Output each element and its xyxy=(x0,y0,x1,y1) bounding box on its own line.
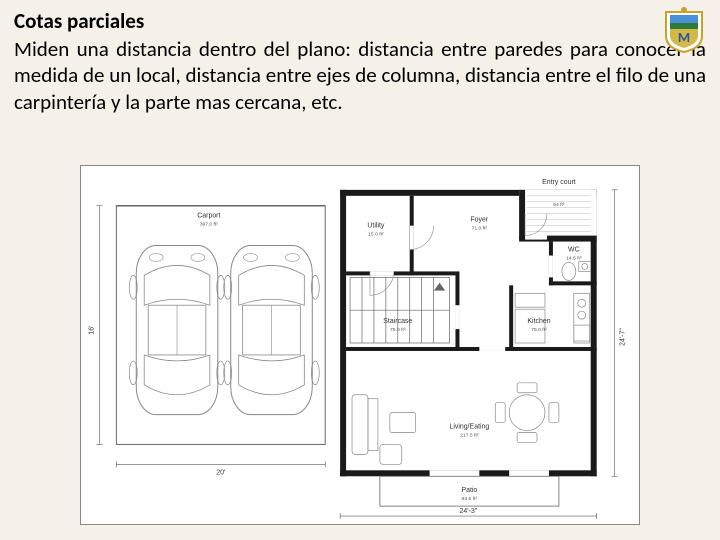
svg-text:M: M xyxy=(678,29,690,46)
svg-text:Patio: Patio xyxy=(461,487,477,494)
dimension-bottom: 24'-3" xyxy=(340,508,597,519)
dimension-left: 16' xyxy=(88,206,102,445)
svg-text:64 ft²: 64 ft² xyxy=(553,202,565,208)
crest-logo: M xyxy=(660,6,708,54)
svg-text:217.5 ft²: 217.5 ft² xyxy=(460,432,479,438)
svg-text:20': 20' xyxy=(216,469,225,476)
car-icon xyxy=(129,246,224,415)
svg-text:24'-3": 24'-3" xyxy=(460,508,478,515)
svg-text:14.5 ft²: 14.5 ft² xyxy=(566,255,582,261)
dimension-right: 24'-7" xyxy=(612,190,627,476)
svg-text:WC: WC xyxy=(568,247,580,254)
svg-text:Kitchen: Kitchen xyxy=(527,318,550,325)
svg-text:Utility: Utility xyxy=(367,223,385,230)
svg-text:Living/Eating: Living/Eating xyxy=(449,424,489,431)
svg-text:16': 16' xyxy=(88,326,95,335)
svg-text:71.0 ft²: 71.0 ft² xyxy=(472,226,488,232)
carport-region: Carport 397.0 ft² xyxy=(116,206,325,445)
svg-text:Foyer: Foyer xyxy=(470,217,488,224)
section-description: Miden una distancia dentro del plano: di… xyxy=(14,36,706,115)
svg-text:84.5 ft²: 84.5 ft² xyxy=(462,496,478,502)
svg-text:Entry court: Entry court xyxy=(542,179,576,186)
dimension-garage-width: 20' xyxy=(116,461,325,476)
section-title: Cotas parciales xyxy=(14,8,706,34)
floor-plan-diagram: 16' Carport 397.0 ft² xyxy=(80,165,640,525)
car-icon xyxy=(224,246,319,415)
svg-text:15.0 ft²: 15.0 ft² xyxy=(368,232,384,238)
svg-text:Carport: Carport xyxy=(197,213,220,220)
svg-text:24'-7": 24'-7" xyxy=(620,328,627,346)
svg-text:397.0 ft²: 397.0 ft² xyxy=(200,222,219,228)
